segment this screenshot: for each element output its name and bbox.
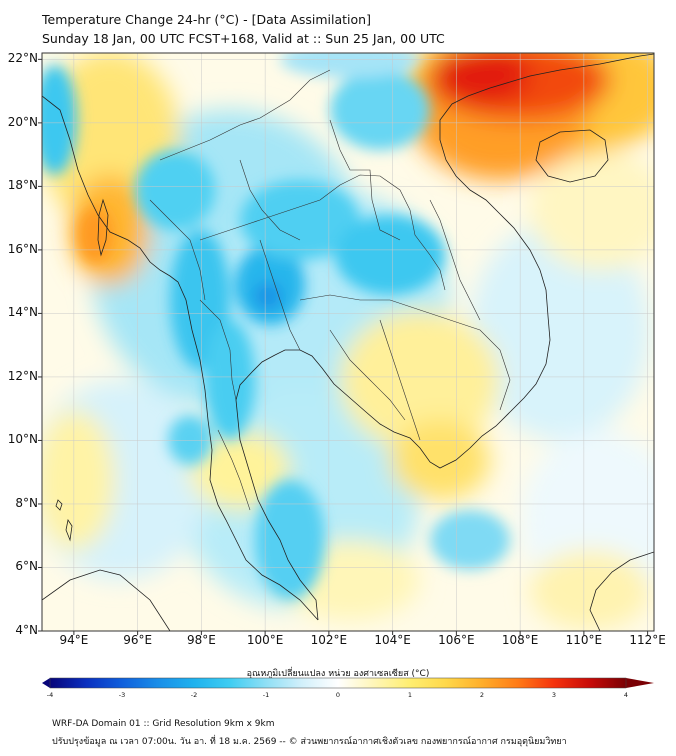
lon-label: 102°E xyxy=(310,633,348,647)
lon-label: 106°E xyxy=(438,633,475,647)
graticule xyxy=(42,53,654,631)
lon-label: 108°E xyxy=(501,633,539,647)
lon-label: 110°E xyxy=(565,633,603,647)
coastline-layer xyxy=(42,53,654,631)
lon-label: 96°E xyxy=(123,633,153,647)
lon-label: 104°E xyxy=(374,633,411,647)
colorbar-tick-label: -4 xyxy=(46,691,54,699)
colorbar-tick-label: 0 xyxy=(335,691,341,699)
lat-label: 18°N xyxy=(7,178,38,193)
footer-resolution: WRF-DA Domain 01 :: Grid Resolution 9km … xyxy=(52,719,275,729)
colorbar-tick-label: -3 xyxy=(118,691,126,699)
lon-label: 100°E xyxy=(246,633,284,647)
temperature-change-map xyxy=(38,52,655,635)
lat-label: 20°N xyxy=(7,114,38,129)
lat-label: 22°N xyxy=(7,51,38,66)
temperature-field-layer xyxy=(42,53,654,630)
map-frame xyxy=(41,52,655,632)
lat-label: 12°N xyxy=(7,368,38,383)
lon-label: 98°E xyxy=(186,633,216,647)
colorbar-gradient xyxy=(50,678,626,688)
colorbar-tick-label: 2 xyxy=(479,691,485,699)
colorbar-tick-label: 4 xyxy=(623,691,629,699)
colorbar-min-extend xyxy=(42,678,50,688)
colorbar-tick-label: -2 xyxy=(190,691,198,699)
colorbar-max-extend xyxy=(626,678,654,688)
lat-label: 10°N xyxy=(7,432,38,447)
colorbar-tick-label: 1 xyxy=(407,691,413,699)
axis-ticks xyxy=(38,58,649,635)
colorbar-tick-label: 3 xyxy=(551,691,557,699)
lon-label: 112°E xyxy=(629,633,666,647)
colorbar-label: อุณหภูมิเปลี่ยนแปลง หน่วย องศาเซลเซียส (… xyxy=(246,669,430,679)
colorbar-tick-label: -1 xyxy=(262,691,270,699)
lon-label: 94°E xyxy=(59,633,89,647)
colorbar xyxy=(42,677,654,689)
map-title: Temperature Change 24-hr (°C) - [Data As… xyxy=(42,12,371,27)
lat-label: 16°N xyxy=(7,241,38,256)
map-subtitle: Sunday 18 Jan, 00 UTC FCST+168, Valid at… xyxy=(42,31,445,46)
lat-label: 4°N xyxy=(15,623,38,637)
border-layer xyxy=(149,69,511,511)
footer-credit: ปรับปรุงข้อมูล ณ เวลา 07:00น. วัน อา. ที… xyxy=(52,737,567,747)
lat-label: 14°N xyxy=(7,305,38,320)
lat-label: 6°N xyxy=(15,559,38,574)
lat-label: 8°N xyxy=(15,495,38,510)
